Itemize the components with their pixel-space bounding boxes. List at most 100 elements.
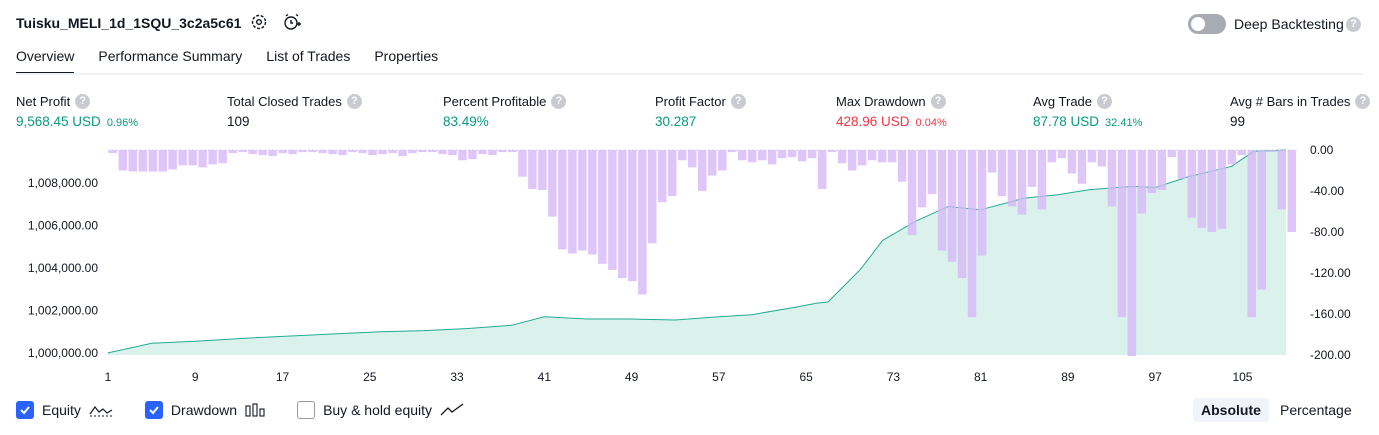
buy-hold-line-icon [440,403,464,416]
drawdown-bar [1077,150,1087,184]
tab-performance-summary[interactable]: Performance Summary [98,48,243,64]
drawdown-bar [148,150,157,172]
drawdown-bar [628,150,637,282]
drawdown-bar [1267,150,1276,153]
drawdown-bar [1117,150,1127,318]
left-axis-tick-label: 1,008,000.00 [28,176,98,190]
buy-hold-checkbox[interactable] [297,401,316,419]
drawdown-bar [867,150,877,161]
tab-list-of-trades[interactable]: List of Trades [266,48,351,64]
drawdown-bars-icon [245,403,265,417]
drawdown-bar [917,150,927,208]
drawdown-bar [1137,150,1147,214]
drawdown-bar [967,150,977,318]
drawdown-bar [528,150,537,189]
percentage-toggle[interactable]: Percentage [1280,402,1352,418]
drawdown-bar [787,150,797,158]
drawdown-bar [378,150,387,155]
drawdown-bar [168,150,177,170]
drawdown-checkbox[interactable] [144,401,163,419]
drawdown-bar [1127,150,1137,356]
drawdown-bar [1007,150,1017,207]
drawdown-bar [1217,150,1227,229]
add-alert-icon[interactable] [283,13,301,31]
info-icon[interactable]: ? [930,94,946,109]
settings-gear-icon[interactable] [250,13,268,31]
info-icon[interactable]: ? [1355,94,1371,109]
info-icon[interactable]: ? [730,94,746,109]
drawdown-bar [418,150,427,153]
drawdown-bar [598,150,607,264]
drawdown-bar [688,150,697,168]
legend-buy-hold[interactable]: Buy & hold equity [297,401,464,419]
drawdown-bar [428,150,437,153]
drawdown-bar [138,150,147,172]
drawdown-bar [388,150,397,154]
drawdown-bar [767,150,777,165]
drawdown-bar [268,150,277,157]
drawdown-bar [568,150,577,254]
metric-value: 428.96 USD [836,114,910,129]
drawdown-bar [698,150,707,191]
drawdown-bar [328,150,337,155]
metric-avg-trade: Avg Trade? 87.78 USD 32.41% [1033,94,1142,129]
drawdown-bar [1287,150,1296,232]
metric-label: Max Drawdown [836,94,926,109]
right-axis-tick-label: -40.00 [1310,184,1344,198]
legend-drawdown[interactable]: Drawdown [144,401,265,419]
info-icon[interactable]: ? [551,94,567,109]
x-tick-label: 25 [363,370,377,384]
legend-equity[interactable]: Equity [16,401,113,419]
metric-label: Total Closed Trades [227,94,342,109]
metric-value: 9,568.45 USD [16,114,101,129]
right-axis-tick-label: -120.00 [1310,266,1351,280]
drawdown-bar [218,150,227,164]
drawdown-bar [837,150,847,164]
deep-backtesting-toggle[interactable] [1188,14,1226,34]
drawdown-bar [408,150,417,154]
drawdown-bar [718,150,727,171]
drawdown-bar [578,150,587,251]
info-icon[interactable]: ? [75,94,91,109]
tab-properties[interactable]: Properties [374,48,439,64]
drawdown-bar [518,150,527,177]
info-icon[interactable]: ? [346,94,362,109]
help-icon[interactable]: ? [1346,17,1361,32]
drawdown-bar [758,150,767,161]
drawdown-bar [827,150,837,153]
drawdown-bar [987,150,997,173]
drawdown-bar [368,150,377,156]
drawdown-bar [108,150,117,154]
drawdown-bar [957,150,967,279]
drawdown-bar [358,150,367,154]
left-axis-tick-label: 1,002,000.00 [28,303,98,317]
absolute-toggle[interactable]: Absolute [1193,398,1269,422]
drawdown-bar [997,150,1007,197]
drawdown-bar [348,150,357,153]
drawdown-bar [977,150,987,256]
drawdown-bar [1107,150,1117,207]
x-tick-label: 9 [192,370,199,384]
info-icon[interactable]: ? [1097,94,1113,109]
deep-backtesting-label: Deep Backtesting [1234,16,1344,32]
tab-overview[interactable]: Overview [16,48,75,75]
drawdown-bar [907,150,917,236]
drawdown-bar [458,150,467,161]
drawdown-bar [608,150,617,270]
right-axis-tick-label: -200.00 [1310,348,1351,362]
drawdown-bar [338,150,347,156]
x-tick-label: 1 [105,370,112,384]
drawdown-bar [1167,150,1177,158]
metric-percent: 0.96% [106,117,139,129]
left-axis-tick-label: 1,006,000.00 [28,219,98,233]
metric-value: 30.287 [655,114,697,129]
drawdown-bar [1197,150,1207,228]
drawdown-bar [797,150,807,162]
drawdown-bar [1037,150,1047,210]
drawdown-bar [847,150,857,171]
drawdown-bar [728,150,737,153]
equity-checkbox[interactable] [16,401,34,419]
strategy-title: Tuisku_MELI_1d_1SQU_3c2a5c61 [16,15,242,31]
drawdown-bar [1177,150,1187,179]
metric-value: 99 [1230,114,1246,129]
